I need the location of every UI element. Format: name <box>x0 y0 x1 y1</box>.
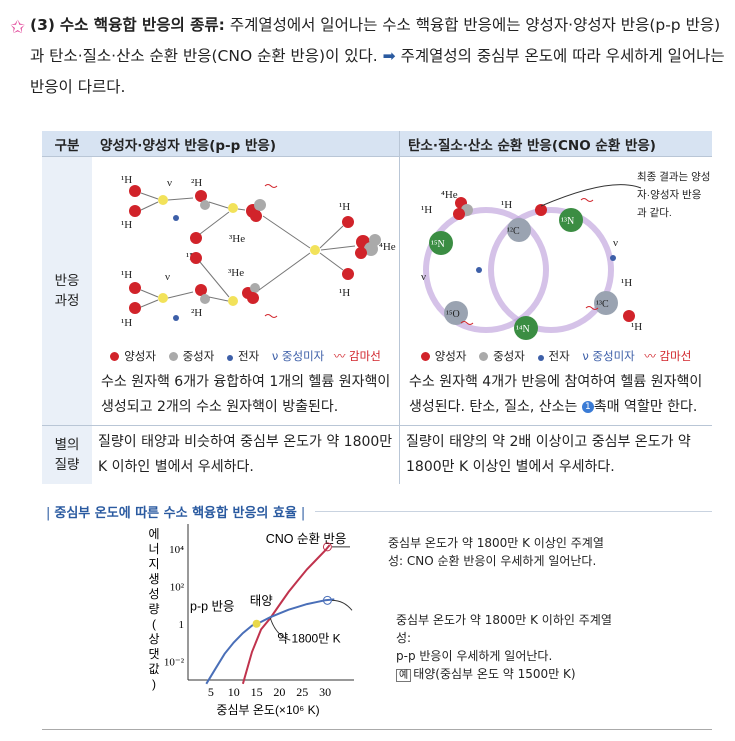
temp-label: 약 1800만 K <box>277 631 340 646</box>
arrow-icon: ➡ <box>377 47 401 65</box>
label-c12: ¹²C <box>507 226 520 237</box>
pp-marker <box>322 595 332 605</box>
y-axis-label-char: 댓 <box>148 647 159 661</box>
pp-description: 수소 원자핵 6개가 융합하여 1개의 헬륨 원자핵이 생성되고 2개의 수소 … <box>101 374 391 415</box>
label-he3: ³He <box>228 267 244 279</box>
y-axis-label-char: 너 <box>148 542 159 556</box>
y-axis-label-char: 생 <box>148 572 159 586</box>
footnote-badge[interactable]: 1 <box>581 401 594 413</box>
label-he4: ⁴He <box>441 189 458 201</box>
x-tick-label: 20 <box>273 685 285 699</box>
pp-legend: 양성자 중성자 전자 ν 중성미자 〰 감마선 <box>93 348 398 364</box>
y-tick-label: 10⁴ <box>169 544 184 556</box>
label-h1: ¹H <box>421 204 432 216</box>
label-n15: ¹⁵N <box>431 239 445 250</box>
series-label-pp: p-p 반응 <box>190 600 235 614</box>
label-he4: ⁴He <box>379 241 396 253</box>
item-number: (3) <box>30 16 55 34</box>
y-axis-label-char: 성 <box>148 587 159 601</box>
comparison-table: 구분 양성자·양성자 반응(p-p 반응) 탄소·질소·산소 순환 반응(CNO… <box>42 131 712 484</box>
temp-pointer <box>269 617 291 641</box>
x-tick-label: 5 <box>208 685 214 699</box>
pp-cell: ¹H ¹H ν ²H ¹H ³He <box>92 156 400 426</box>
y-tick-label: 1 <box>179 619 185 631</box>
cno-cell: ¹²C ¹³N ¹³C ¹⁴N ¹⁵O ¹⁵N ⁴He ¹H ¹H <box>399 156 712 426</box>
x-tick-label: 25 <box>296 685 308 699</box>
label-nu: ν <box>167 177 172 189</box>
cno-result-note: 최종 결과는 양성자·양성자 반응과 같다. <box>637 171 711 219</box>
label-h1: ¹H <box>631 321 642 333</box>
y-tick-label: 10⁻² <box>164 656 185 668</box>
label-h1: ¹H <box>339 201 350 213</box>
col-header-pp: 양성자·양성자 반응(p-p 반응) <box>92 131 400 157</box>
col-header-cno: 탄소·질소·산소 순환 반응(CNO 순환 반응) <box>399 131 712 157</box>
pp-mass: 질량이 태양과 비슷하여 중심부 온도가 약 1800만 K 이하인 별에서 우… <box>92 425 400 484</box>
star-icon: ✩ <box>10 17 26 38</box>
intro-heading: 수소 핵융합 반응의 종류: <box>59 16 225 34</box>
label-n13: ¹³N <box>561 216 574 227</box>
section-divider <box>42 511 712 512</box>
cno-mass: 질량이 태양의 약 2배 이상이고 중심부 온도가 약 1800만 K 이상인 … <box>399 425 712 484</box>
label-h1: ¹H <box>501 199 512 211</box>
y-axis-label-char: 지 <box>148 557 159 571</box>
label-h2: ²H <box>191 307 202 319</box>
label-h1: ¹H <box>339 287 350 299</box>
x-tick-label: 15 <box>251 685 263 699</box>
label-h1: ¹H <box>121 174 132 186</box>
row-header-process: 반응 과정 <box>42 156 92 426</box>
section-title: | 중심부 온도에 따른 수소 핵융합 반응의 효율 | <box>42 502 316 521</box>
pp-chain-diagram: ¹H ¹H ν ²H ¹H ³He <box>121 174 396 329</box>
label-n14: ¹⁴N <box>516 324 530 335</box>
series-label-cno: CNO 순환 반응 <box>266 532 347 546</box>
cno-annotation: 중심부 온도가 약 1800만 K 이상인 주계열성: CNO 순환 반응이 우… <box>388 536 604 568</box>
y-axis-label-char: 량 <box>148 602 159 616</box>
x-tick-label: 10 <box>228 685 240 699</box>
intro-paragraph: ✩ (3) 수소 핵융합 반응의 종류: 주계열성에서 일어나는 수소 핵융합 … <box>10 10 730 103</box>
y-axis-label-char: ) <box>152 677 156 691</box>
row-header-mass: 별의 질량 <box>42 425 92 484</box>
y-axis-label-char: 에 <box>148 527 159 541</box>
cno-description: 수소 원자핵 4개가 반응에 참여하여 헬륨 원자핵이 생성된다. 탄소, 질소… <box>409 374 703 415</box>
cno-legend: 양성자 중성자 전자 ν 중성미자 〰 감마선 <box>401 348 711 364</box>
y-tick-label: 10² <box>170 581 185 593</box>
y-axis-label-char: 상 <box>148 632 159 646</box>
col-header-category: 구분 <box>42 131 92 157</box>
helium-merge: ¹H ¹H ⁴He <box>258 201 396 299</box>
y-axis-label-char: 값 <box>148 662 159 676</box>
sun-marker <box>252 619 261 628</box>
cno-cycle-diagram: ¹²C ¹³N ¹³C ¹⁴N ¹⁵O ¹⁵N ⁴He ¹H ¹H <box>421 171 711 340</box>
label-he3: ³He <box>229 233 245 245</box>
label-h1: ¹H <box>121 317 132 329</box>
y-axis-label-char: ( <box>152 617 156 631</box>
x-axis-label: 중심부 온도(×10⁶ K) <box>216 703 319 717</box>
series-line <box>205 598 335 685</box>
label-h1: ¹H <box>621 277 632 289</box>
label-nu: ν <box>165 271 170 283</box>
efficiency-chart: 5 10 15 20 25 30 10⁴ 10² 1 10⁻² 중심부 온도(×10⁶ K) 에너지생… <box>148 524 354 717</box>
label-h1: ¹H <box>121 269 132 281</box>
label-nu: ν <box>421 271 426 283</box>
label-nu: ν <box>613 237 618 249</box>
proton-pair-bottom: ¹H ¹H ν ²H ³He <box>121 252 260 329</box>
x-tick-label: 30 <box>319 685 331 699</box>
label-h1: ¹H <box>121 219 132 231</box>
cno-marker <box>322 542 332 552</box>
bottom-rule <box>42 729 712 730</box>
label-c13: ¹³C <box>596 299 609 310</box>
pp-annotation: 중심부 온도가 약 1800만 K 이하인 주계열성: p-p 반응이 우세하게… <box>396 613 612 682</box>
sun-label: 태양 <box>250 594 274 608</box>
series-line <box>241 544 331 685</box>
pp-pointer <box>331 599 353 611</box>
intro-text-1: 주계열성에서 일어나는 수소 핵융합 반응에는 양성자·양성자 반응(p-p 반… <box>30 16 721 65</box>
label-h2: ²H <box>191 177 202 189</box>
intro-text-2: 주계열성의 중심부 온도에 따라 우세하게 일어나는 반응이 다르다. <box>30 47 725 96</box>
label-o15: ¹⁵O <box>446 309 460 320</box>
